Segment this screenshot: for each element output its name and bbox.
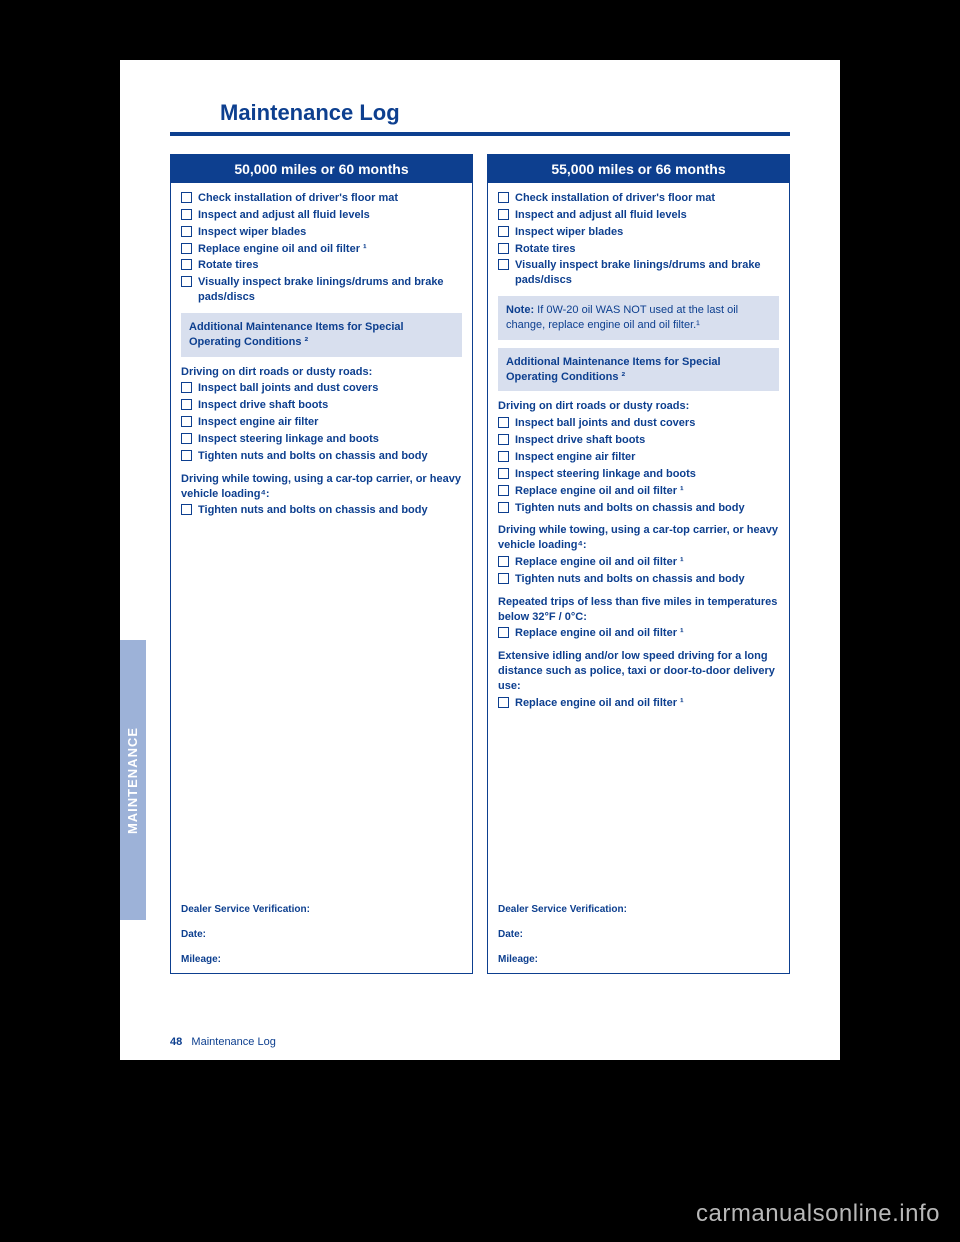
side-tab: MAINTENANCE — [120, 640, 146, 920]
dealer-line: Dealer Service Verification: — [498, 904, 779, 915]
mileage-line: Mileage: — [181, 954, 462, 965]
check-item[interactable]: Rotate tires — [181, 258, 462, 273]
watermark: carmanualsonline.info — [696, 1200, 940, 1228]
card-50k: 50,000 miles or 60 months Check installa… — [170, 154, 473, 974]
page-number: 48 Maintenance Log — [170, 1036, 276, 1048]
card-50k-checks: Check installation of driver's floor mat… — [181, 191, 462, 305]
check-item[interactable]: Inspect steering linkage and boots — [181, 432, 462, 447]
check-item[interactable]: Tighten nuts and bolts on chassis and bo… — [498, 501, 779, 516]
note-text: If 0W-20 oil WAS NOT used at the last oi… — [506, 304, 738, 331]
section-items: Replace engine oil and oil filter ¹ — [498, 696, 779, 711]
check-item[interactable]: Inspect engine air filter — [181, 415, 462, 430]
additional-box: Additional Maintenance Items for Special… — [181, 313, 462, 357]
check-item[interactable]: Inspect ball joints and dust covers — [181, 381, 462, 396]
check-item[interactable]: Replace engine oil and oil filter ¹ — [498, 626, 779, 641]
side-tab-label: MAINTENANCE — [126, 726, 141, 833]
card-55k-title: 55,000 miles or 66 months — [488, 155, 789, 183]
card-50k-title: 50,000 miles or 60 months — [171, 155, 472, 183]
section-items: Inspect ball joints and dust covers Insp… — [498, 416, 779, 515]
section-header: Driving on dirt roads or dusty roads: — [181, 365, 462, 380]
dealer-line: Dealer Service Verification: — [181, 904, 462, 915]
additional-box-text: Additional Maintenance Items for Special… — [506, 356, 721, 383]
section-items: Replace engine oil and oil filter ¹ Tigh… — [498, 555, 779, 587]
check-item[interactable]: Inspect ball joints and dust covers — [498, 416, 779, 431]
check-item[interactable]: Inspect wiper blades — [498, 225, 779, 240]
check-item[interactable]: Replace engine oil and oil filter ¹ — [498, 484, 779, 499]
check-item[interactable]: Inspect and adjust all fluid levels — [498, 208, 779, 223]
page: Maintenance Log 50,000 miles or 60 month… — [120, 60, 840, 1060]
check-item[interactable]: Visually inspect brake linings/drums and… — [498, 258, 779, 288]
check-item[interactable]: Rotate tires — [498, 242, 779, 257]
check-item[interactable]: Tighten nuts and bolts on chassis and bo… — [498, 572, 779, 587]
check-item[interactable]: Inspect wiper blades — [181, 225, 462, 240]
section-header: Extensive idling and/or low speed drivin… — [498, 649, 779, 694]
date-line: Date: — [498, 929, 779, 940]
note-label: Note: — [506, 304, 534, 316]
section-header: Repeated trips of less than five miles i… — [498, 595, 779, 625]
page-number-label: Maintenance Log — [191, 1036, 275, 1048]
mileage-line: Mileage: — [498, 954, 779, 965]
page-number-value: 48 — [170, 1036, 182, 1048]
check-item[interactable]: Replace engine oil and oil filter ¹ — [181, 242, 462, 257]
section-items: Inspect ball joints and dust covers Insp… — [181, 381, 462, 463]
check-item[interactable]: Inspect and adjust all fluid levels — [181, 208, 462, 223]
check-item[interactable]: Check installation of driver's floor mat — [498, 191, 779, 206]
check-item[interactable]: Replace engine oil and oil filter ¹ — [498, 696, 779, 711]
additional-box-text: Additional Maintenance Items for Special… — [189, 321, 404, 348]
date-line: Date: — [181, 929, 462, 940]
additional-box: Additional Maintenance Items for Special… — [498, 348, 779, 392]
check-item[interactable]: Inspect engine air filter — [498, 450, 779, 465]
check-item[interactable]: Tighten nuts and bolts on chassis and bo… — [181, 503, 462, 518]
check-item[interactable]: Inspect drive shaft boots — [498, 433, 779, 448]
note-box: Note: If 0W-20 oil WAS NOT used at the l… — [498, 296, 779, 340]
check-item[interactable]: Replace engine oil and oil filter ¹ — [498, 555, 779, 570]
card-footer: Dealer Service Verification: Date: Milea… — [498, 890, 779, 965]
card-55k-checks: Check installation of driver's floor mat… — [498, 191, 779, 288]
columns: 50,000 miles or 60 months Check installa… — [120, 154, 840, 974]
section-header: Driving while towing, using a car-top ca… — [498, 523, 779, 553]
section-items: Replace engine oil and oil filter ¹ — [498, 626, 779, 641]
section-header: Driving on dirt roads or dusty roads: — [498, 399, 779, 414]
check-item[interactable]: Inspect steering linkage and boots — [498, 467, 779, 482]
card-55k: 55,000 miles or 66 months Check installa… — [487, 154, 790, 974]
check-item[interactable]: Inspect drive shaft boots — [181, 398, 462, 413]
card-footer: Dealer Service Verification: Date: Milea… — [181, 890, 462, 965]
check-item[interactable]: Visually inspect brake linings/drums and… — [181, 275, 462, 305]
check-item[interactable]: Check installation of driver's floor mat — [181, 191, 462, 206]
card-50k-body: Check installation of driver's floor mat… — [171, 183, 472, 524]
page-title: Maintenance Log — [170, 60, 790, 134]
check-item[interactable]: Tighten nuts and bolts on chassis and bo… — [181, 449, 462, 464]
section-items: Tighten nuts and bolts on chassis and bo… — [181, 503, 462, 518]
title-rule — [170, 134, 790, 136]
card-55k-body: Check installation of driver's floor mat… — [488, 183, 789, 717]
section-header: Driving while towing, using a car-top ca… — [181, 472, 462, 502]
